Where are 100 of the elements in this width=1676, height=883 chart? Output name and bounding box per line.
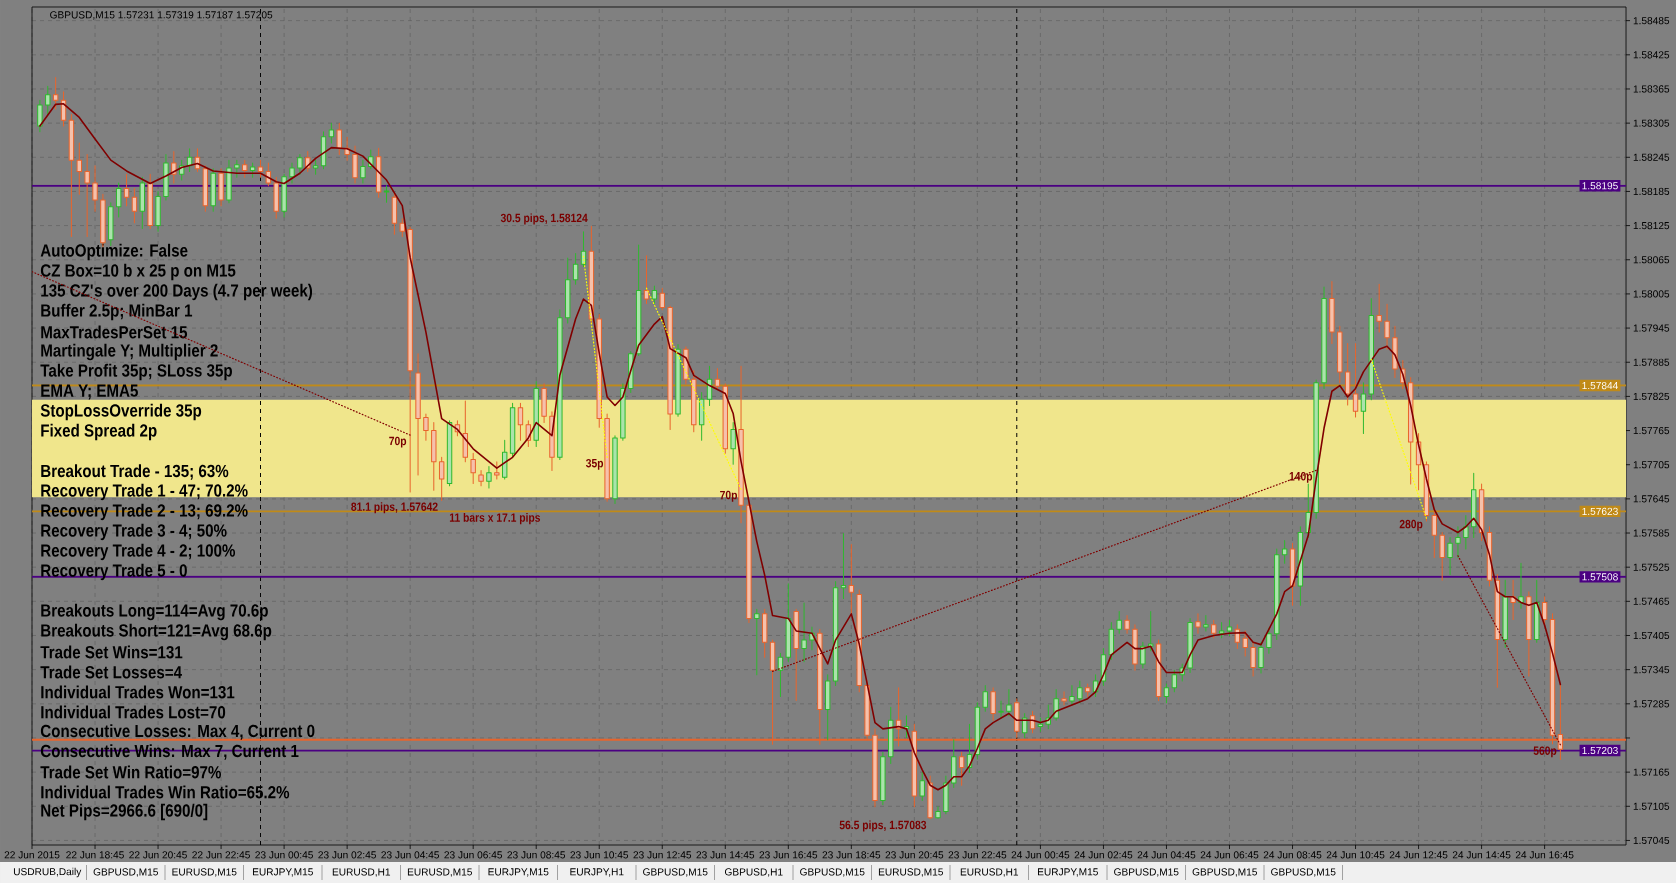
candlestick [533,381,539,447]
candlestick [1061,691,1067,706]
y-tick-label: 1.57945 [1633,324,1670,332]
candlestick [1313,379,1319,519]
x-tick-label: 22 Jun 18:45 [66,851,124,859]
candlestick [1439,531,1445,581]
candlestick [218,168,224,207]
candlestick [620,383,626,441]
candlestick [675,344,681,417]
annotation: Trade Set Losses=4 [40,665,182,679]
candlestick [1006,689,1012,717]
annotation: MaxTradesPerSet 15 [41,325,188,339]
annotation: 11 bars x 17.1 pips [449,512,541,525]
annotation: Breakouts Long=114=Avg 70.6p [41,603,268,621]
annotation: Buffer 2.5p; MinBar 1 [41,303,193,321]
candlestick [478,469,484,487]
candlestick [517,402,524,441]
candlestick [234,159,240,178]
annotation: 81.1 pips, 1.57642 [351,502,438,514]
text: GBPUSD,M15 [1114,868,1179,877]
candlestick [257,159,264,178]
candlestick [943,775,949,815]
candlestick [76,142,82,195]
candlestick [1360,382,1367,434]
text: GBPUSD,M15 [800,868,865,877]
y-tick-label: 1.57405 [1633,631,1670,640]
candlestick [651,285,658,305]
annotation: Individual Trades Won=131 [41,685,235,699]
candlestick [777,652,784,697]
candlestick [612,435,618,504]
candlestick [486,465,492,489]
candlestick [1108,621,1115,660]
candlestick [1250,641,1256,677]
annotation: 70p [389,436,407,448]
candlestick [1124,615,1130,634]
candlestick [1037,717,1044,732]
candlestick [998,700,1004,719]
candlestick [1211,619,1217,639]
candlestick [840,533,847,599]
x-tick-label: 23 Jun 08:45 [507,851,566,859]
chart-title: GBPUSD,M15 1.57231 1.57319 1.57187 1.57205 [50,11,273,20]
annotation: Trade Set Wins=131 [40,645,183,659]
candlestick [1218,621,1225,639]
candlestick [888,706,894,765]
y-tick-label: 1.57345 [1633,666,1670,674]
candlestick [1502,579,1508,648]
x-tick-label: 23 Jun 12:45 [633,851,692,859]
candlestick [801,602,807,663]
y-tick-label: 1.57045 [1633,836,1670,845]
candlestick [431,422,437,491]
candlestick [37,99,43,133]
candlestick [761,608,768,658]
candlestick [643,255,650,305]
annotation: 30.5 pips, 1.58124 [500,213,588,225]
candlestick [730,422,736,465]
x-tick-label: 23 Jun 00:45 [255,851,313,859]
candlestick [1021,712,1028,738]
candlestick [147,173,153,229]
ref-line-label: 1.57203 [1582,746,1618,755]
candlestick [1077,680,1083,704]
text: GBPUSD,M15 [93,868,158,877]
text: EURUSD,H1 [332,868,391,877]
x-tick-label: 23 Jun 04:45 [381,851,440,859]
candlestick [793,608,799,701]
candlestick [982,685,988,712]
text: EURJPY,M15 [1038,868,1098,877]
annotation: Net Pips=2966.6 [690/0] [41,803,208,821]
annotation: Individual Trades Lost=70 [41,705,226,719]
candlestick [501,439,508,480]
ref-line-label: 1.57623 [1582,507,1618,515]
y-tick-label: 1.57825 [1633,392,1670,400]
candlestick [848,543,855,615]
x-tick-label: 24 Jun 08:45 [1263,851,1322,859]
candlestick [557,309,563,461]
candlestick [1258,641,1264,674]
y-tick-label: 1.57165 [1633,768,1670,776]
candlestick [494,461,500,480]
x-tick-label: 24 Jun 12:45 [1389,851,1448,859]
x-tick-label: 24 Jun 16:45 [1515,851,1574,859]
ref-line-label: 1.57844 [1582,381,1618,390]
candlestick [131,188,138,224]
candlestick [785,583,792,663]
y-tick-label: 1.58185 [1633,187,1670,196]
candlestick [139,176,146,229]
text: EURUSD,M15 [878,868,943,877]
y-tick-label: 1.57885 [1633,358,1670,366]
candlestick [1084,683,1091,697]
y-tick-label: 1.58005 [1633,290,1670,298]
candlestick [415,353,421,476]
candlestick [391,192,398,235]
candlestick [273,176,279,219]
candlestick [210,168,216,212]
candlestick [226,159,232,204]
y-tick-label: 1.57645 [1633,495,1670,503]
candlestick [1344,342,1351,406]
text: GBPUSD,M15 [1192,868,1257,877]
annotation: 56.5 pips, 1.57083 [839,820,927,832]
annotation: 280p [1399,519,1423,531]
candlestick [115,182,122,218]
candlestick [1368,297,1374,401]
